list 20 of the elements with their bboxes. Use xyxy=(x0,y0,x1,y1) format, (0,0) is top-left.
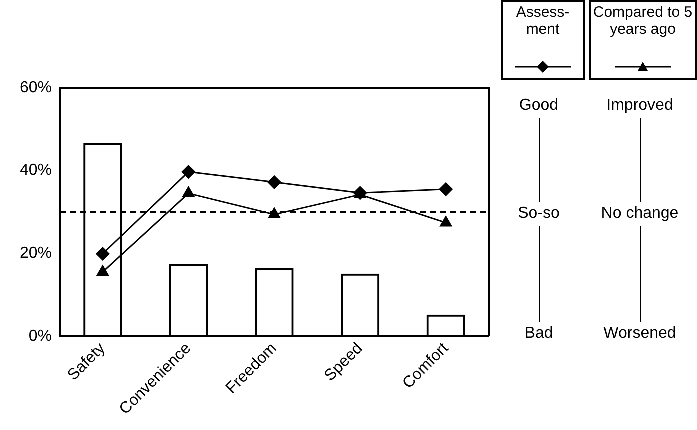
text: Compared to 5 years ago xyxy=(593,4,693,40)
text: No change xyxy=(600,205,680,224)
point xyxy=(268,176,282,190)
point xyxy=(96,247,110,261)
y-tick-label: 20% xyxy=(20,244,52,262)
point xyxy=(268,208,280,218)
point xyxy=(439,182,453,196)
point xyxy=(182,165,196,179)
text: Good xyxy=(518,97,560,115)
text: So-so xyxy=(517,205,561,224)
text: Bad xyxy=(524,325,554,344)
point xyxy=(96,265,109,276)
text: Worsened xyxy=(602,325,678,344)
y-tick-label: 40% xyxy=(20,162,52,180)
y-tick-label: 0% xyxy=(28,328,52,345)
text: Improved xyxy=(606,97,674,115)
point xyxy=(440,216,452,227)
y-tick-label: 60% xyxy=(20,79,52,96)
point xyxy=(182,186,195,198)
text: Assess-ment xyxy=(515,4,571,40)
